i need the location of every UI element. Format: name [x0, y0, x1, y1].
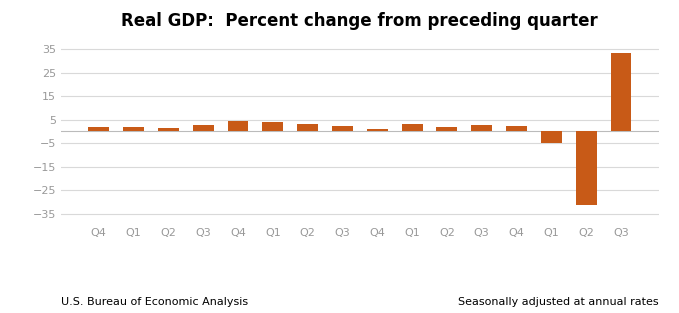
Bar: [227, 121, 249, 131]
Bar: [610, 53, 631, 131]
Bar: [402, 124, 422, 131]
Bar: [576, 131, 597, 205]
Bar: [332, 126, 353, 131]
Bar: [262, 122, 283, 131]
Bar: [437, 127, 458, 131]
Text: Seasonally adjusted at annual rates: Seasonally adjusted at annual rates: [458, 297, 659, 307]
Bar: [541, 131, 562, 143]
Bar: [506, 126, 527, 131]
Bar: [158, 128, 179, 131]
Bar: [367, 129, 388, 131]
Bar: [297, 124, 318, 131]
Bar: [193, 125, 214, 131]
Title: Real GDP:  Percent change from preceding quarter: Real GDP: Percent change from preceding …: [122, 13, 598, 30]
Bar: [471, 125, 492, 131]
Bar: [123, 127, 144, 131]
Bar: [88, 127, 109, 131]
Text: U.S. Bureau of Economic Analysis: U.S. Bureau of Economic Analysis: [61, 297, 249, 307]
